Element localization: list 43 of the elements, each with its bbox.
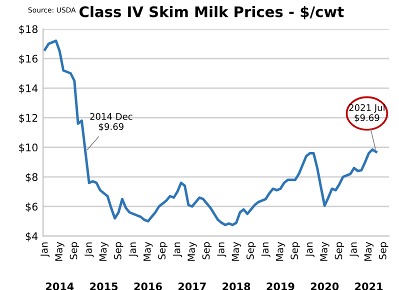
x-tick-label: May (144, 242, 153, 261)
x-tick-label: May (276, 242, 286, 261)
x-tick-label: Jan (261, 242, 270, 258)
y-tick-label: $4 (26, 232, 38, 242)
annotation: 2021 Jul $9.69 (349, 104, 384, 122)
x-tick-label: Sep (114, 242, 124, 260)
x2-tick-label: 2018 (222, 282, 250, 290)
x2-tick-label: 2016 (134, 282, 162, 290)
x-tick-label: Sep (246, 242, 256, 260)
x2-tick-label: 2017 (178, 282, 206, 290)
x-tick-label: Sep (202, 242, 212, 260)
x-tick-label: Jan (84, 242, 94, 258)
chart-title: Class IV Skim Milk Prices - $/cwt (80, 6, 344, 20)
x2-tick-label: 2014 (46, 282, 74, 290)
x2-tick-label: 2020 (310, 282, 339, 290)
x-tick-label: Jan (128, 242, 138, 258)
x2-tick-label: 2019 (266, 282, 294, 290)
x-tick-label: Sep (290, 242, 300, 260)
x-tick-label: Sep (158, 242, 168, 260)
y-tick-label: $8 (26, 172, 38, 182)
x-tick-label: Jan (217, 242, 226, 258)
x-tick-label: May (55, 242, 64, 261)
x-tick-label: May (99, 242, 109, 261)
x-tick-label: Sep (378, 242, 388, 260)
x-tick-label: Jan (305, 242, 315, 258)
y-tick-label: $18 (19, 25, 38, 34)
annotation: 2014 Dec $9.69 (90, 113, 132, 132)
x-tick-label: Jan (173, 242, 182, 258)
x-tick-label: Jan (350, 242, 359, 258)
x-tick-label: Jan (40, 242, 50, 258)
y-tick-label: $12 (19, 114, 38, 124)
x-tick-label: May (232, 242, 242, 261)
x-tick-label: May (188, 242, 197, 261)
x-tick-label: May (320, 242, 330, 261)
x-tick-label: Sep (70, 242, 80, 260)
x2-tick-label: 2021 (355, 282, 383, 290)
x-tick-label: May (364, 242, 374, 261)
x-tick-label: Sep (334, 242, 344, 260)
y-tick-label: $16 (19, 54, 38, 64)
y-tick-label: $14 (19, 84, 38, 94)
y-tick-label: $6 (26, 202, 38, 212)
y-tick-label: $10 (19, 143, 38, 153)
x2-tick-label: 2015 (90, 282, 118, 290)
